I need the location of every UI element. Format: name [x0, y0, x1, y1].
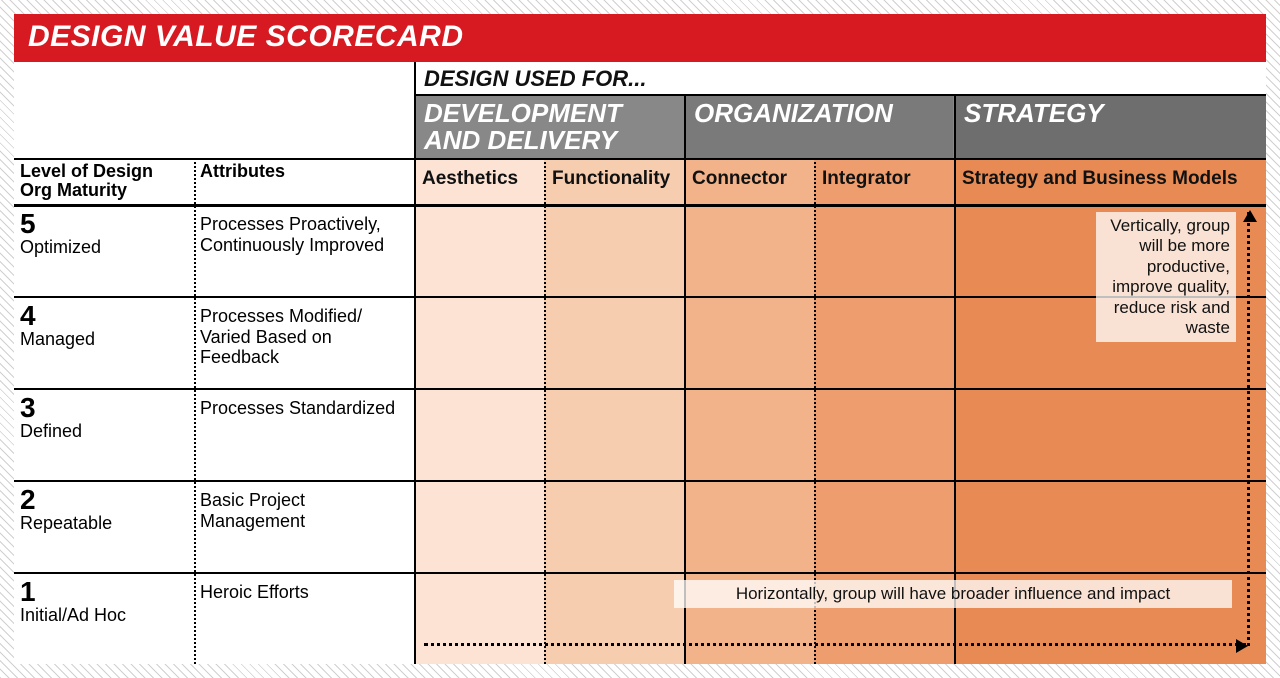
maturity-2: 2 Repeatable — [20, 486, 188, 534]
vline-g2 — [954, 94, 956, 664]
maturity-5: 5 Optimized — [20, 210, 188, 258]
left-header-maturity: Level of Design Org Maturity — [14, 158, 194, 204]
left-header-attributes: Attributes — [194, 158, 414, 204]
hline-top — [414, 94, 1266, 96]
subcol-connector-label: Connector — [684, 158, 814, 190]
attr-4: Processes Modified/ Varied Based on Feed… — [200, 302, 408, 368]
category-header-row: DEVELOPMENT AND DELIVERY ORGANIZATION ST… — [414, 94, 1266, 158]
arrow-vertical — [1247, 212, 1250, 646]
subcol-integrator-label: Integrator — [814, 158, 954, 190]
vline-g0 — [414, 62, 416, 664]
subcol-functionality-label: Functionality — [544, 158, 684, 190]
attr-1: Heroic Efforts — [200, 578, 408, 603]
annotation-horizontal: Horizontally, group will have broader in… — [674, 580, 1232, 608]
category-strategy: STRATEGY — [954, 94, 1266, 158]
hline-r4 — [14, 572, 1266, 574]
attr-2: Basic Project Management — [200, 486, 408, 531]
vline-g1 — [684, 94, 686, 664]
category-development: DEVELOPMENT AND DELIVERY — [414, 94, 684, 158]
scorecard: DESIGN VALUE SCORECARD Aesthetics Functi… — [14, 14, 1266, 664]
hline-r1 — [14, 296, 1266, 298]
maturity-1: 1 Initial/Ad Hoc — [20, 578, 188, 626]
hline-r2 — [14, 388, 1266, 390]
content: Aesthetics Functionality Connector Integ… — [14, 62, 1266, 664]
hline-sub — [14, 158, 1266, 160]
attr-5: Processes Proactively, Continuously Impr… — [200, 210, 408, 255]
title-bar: DESIGN VALUE SCORECARD — [14, 14, 1266, 62]
superheader: DESIGN USED FOR... — [414, 62, 1266, 94]
maturity-4: 4 Managed — [20, 302, 188, 350]
category-organization: ORGANIZATION — [684, 94, 954, 158]
subcol-strategy-label: Strategy and Business Models — [954, 158, 1266, 190]
hline-r3 — [14, 480, 1266, 482]
vdot-0 — [194, 158, 196, 664]
subcol-aesthetics-label: Aesthetics — [414, 158, 544, 190]
attr-3: Processes Standardized — [200, 394, 408, 419]
hline-body-top — [14, 204, 1266, 207]
annotation-vertical: Vertically, group will be more productiv… — [1096, 212, 1236, 342]
maturity-3: 3 Defined — [20, 394, 188, 442]
vdot-1 — [544, 158, 546, 664]
arrow-horizontal — [424, 643, 1246, 646]
